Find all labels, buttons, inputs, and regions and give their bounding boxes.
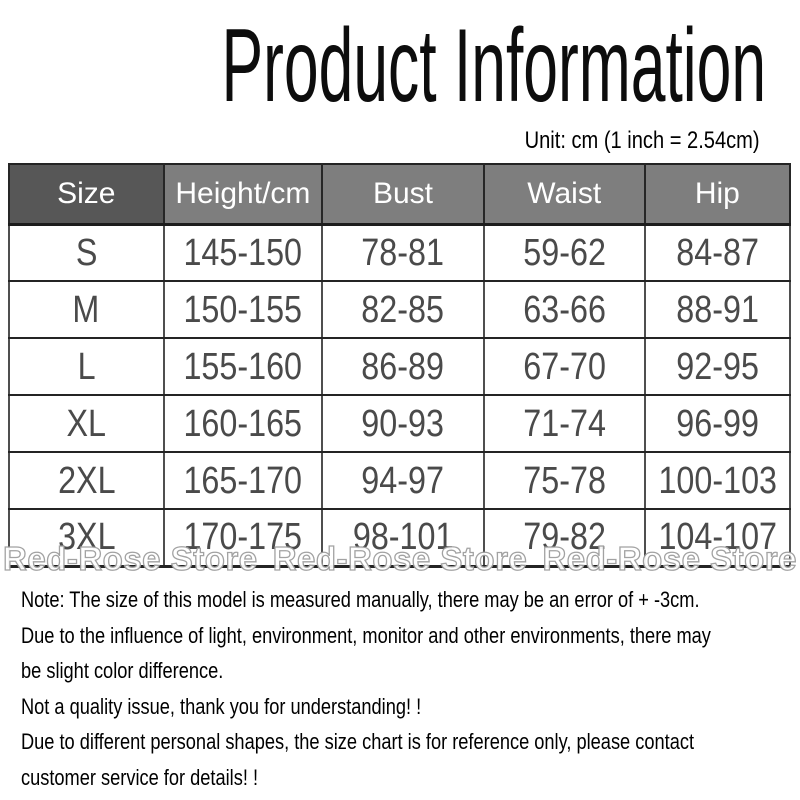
bust-cell: 82-85 (321, 280, 485, 339)
page-title: Product Information (40, 14, 800, 118)
bust-cell: 98-101 (321, 508, 485, 568)
waist-cell: 75-78 (482, 451, 646, 510)
waist-cell: 63-66 (482, 280, 646, 339)
waist-cell: 79-82 (482, 508, 646, 568)
size-chart-table: Size Height/cm Bust Waist Hip S 145-150 … (8, 163, 792, 568)
column-header-hip: Hip (643, 163, 792, 226)
page-title-text: Product Information (221, 8, 767, 124)
hip-cell: 104-107 (643, 508, 792, 568)
note-line: Due to different personal shapes, the si… (21, 729, 695, 755)
table-row-xl: XL 160-165 90-93 71-74 96-99 (8, 394, 792, 453)
note-line: customer service for details! ! (21, 764, 259, 790)
bust-cell: 86-89 (321, 337, 485, 396)
table-row-m: M 150-155 82-85 63-66 88-91 (8, 280, 792, 339)
size-cell: 2XL (8, 451, 165, 510)
unit-note: Unit: cm (1 inch = 2.54cm) (473, 127, 760, 155)
waist-cell: 67-70 (482, 337, 646, 396)
height-cell: 165-170 (162, 451, 324, 510)
note-line: Due to the influence of light, environme… (21, 622, 711, 648)
height-cell: 155-160 (162, 337, 324, 396)
table-row-3xl: 3XL 170-175 98-101 79-82 104-107 (8, 508, 792, 568)
bust-cell: 78-81 (321, 223, 485, 282)
size-cell: S (8, 223, 165, 282)
column-header-height: Height/cm (162, 163, 324, 226)
unit-note-text: Unit: cm (1 inch = 2.54cm) (524, 127, 760, 154)
notes: Note: The size of this model is measured… (21, 582, 791, 796)
table-row-s: S 145-150 78-81 59-62 84-87 (8, 223, 792, 282)
note-line: Not a quality issue, thank you for under… (21, 693, 422, 719)
size-cell: XL (8, 394, 165, 453)
height-cell: 160-165 (162, 394, 324, 453)
height-cell: 145-150 (162, 223, 324, 282)
size-cell: M (8, 280, 165, 339)
column-header-size: Size (8, 163, 165, 226)
hip-cell: 92-95 (643, 337, 792, 396)
column-header-bust: Bust (321, 163, 485, 226)
waist-cell: 59-62 (482, 223, 646, 282)
bust-cell: 90-93 (321, 394, 485, 453)
hip-cell: 84-87 (643, 223, 792, 282)
note-line: Note: The size of this model is measured… (21, 587, 700, 612)
size-cell: L (8, 337, 165, 396)
table-row-l: L 155-160 86-89 67-70 92-95 (8, 337, 792, 396)
waist-cell: 71-74 (482, 394, 646, 453)
hip-cell: 96-99 (643, 394, 792, 453)
size-cell: 3XL (8, 508, 165, 568)
bust-cell: 94-97 (321, 451, 485, 510)
height-cell: 150-155 (162, 280, 324, 339)
column-header-waist: Waist (482, 163, 646, 226)
height-cell: 170-175 (162, 508, 324, 568)
hip-cell: 100-103 (643, 451, 792, 510)
note-line: be slight color difference. (21, 658, 224, 684)
hip-cell: 88-91 (643, 280, 792, 339)
table-row-2xl: 2XL 165-170 94-97 75-78 100-103 (8, 451, 792, 510)
header-row: Size Height/cm Bust Waist Hip (8, 163, 792, 226)
